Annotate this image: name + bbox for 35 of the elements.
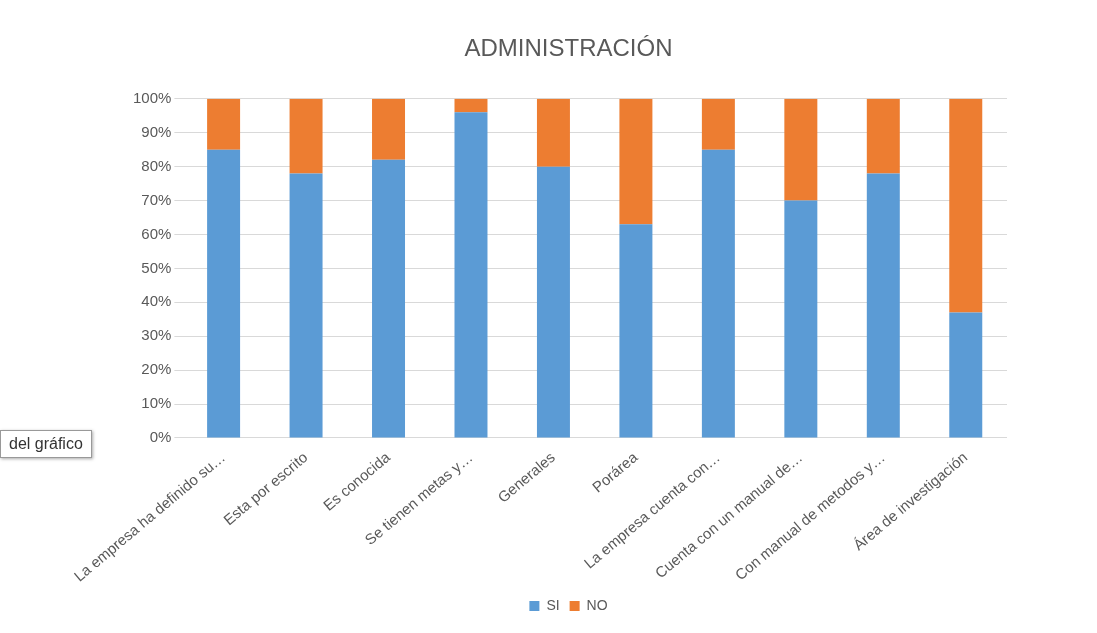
bar [536, 98, 570, 167]
bar [207, 149, 241, 438]
bar [289, 98, 323, 174]
bar [619, 224, 653, 438]
bar [866, 98, 900, 174]
bar [536, 166, 570, 438]
y-tick-label: 40% [141, 292, 172, 310]
legend-label: SI [546, 596, 560, 613]
y-tick-label: 20% [141, 360, 172, 378]
y-tick-label: 30% [141, 326, 172, 344]
bar [701, 149, 735, 438]
bar [372, 98, 406, 160]
y-tick-label: 70% [141, 190, 172, 208]
bar [784, 200, 818, 438]
bar [207, 98, 241, 150]
bar [949, 312, 983, 438]
bar [701, 98, 735, 150]
bar [619, 98, 653, 225]
y-tick-label: 60% [141, 224, 172, 242]
bar [784, 98, 818, 201]
bar [454, 98, 488, 113]
legend-label: NO [586, 596, 608, 613]
y-tick-label: 10% [141, 394, 172, 412]
bar [949, 98, 983, 313]
bar [454, 112, 488, 438]
y-tick-label: 90% [141, 122, 172, 140]
bar [289, 173, 323, 438]
bar [866, 173, 900, 438]
text: del gráfico [0, 430, 92, 458]
chart-title: ADMINISTRACIÓN [464, 34, 673, 62]
y-tick-label: 100% [132, 88, 172, 106]
y-tick-label: 50% [141, 258, 172, 276]
y-tick-label: 80% [141, 156, 172, 174]
y-tick-label: 0% [149, 428, 172, 446]
bar [372, 159, 406, 438]
